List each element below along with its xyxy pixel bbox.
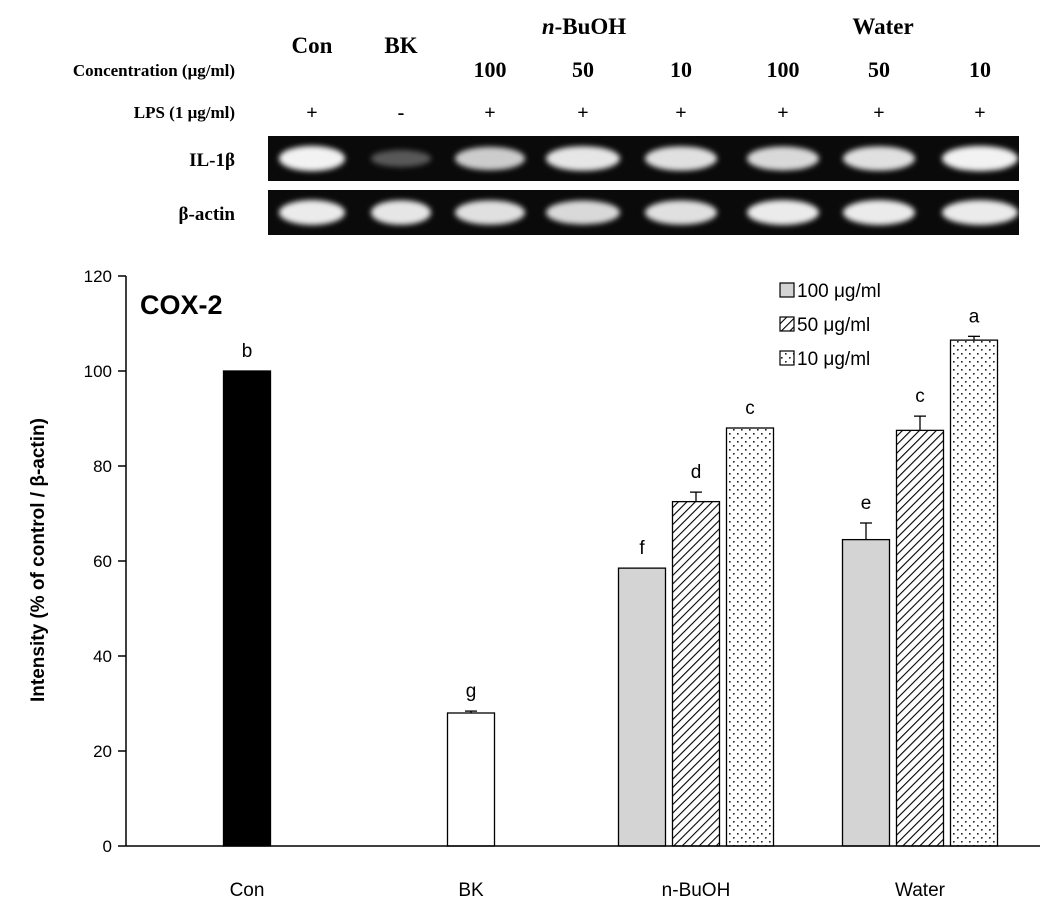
y-tick-label: 100 — [84, 362, 112, 381]
y-axis: 0 20 40 60 80 100 120 — [84, 267, 127, 856]
bar-group: f — [617, 538, 667, 847]
x-tick-label: n-BuOH — [662, 880, 731, 901]
x-tick-label: Con — [230, 880, 265, 901]
bar — [895, 429, 945, 847]
y-tick-label: 0 — [103, 837, 112, 856]
lane-concentration: 100 — [767, 57, 800, 82]
bar — [446, 712, 496, 847]
legend-swatch — [779, 282, 795, 298]
blot-band — [371, 150, 431, 167]
bar — [617, 567, 667, 847]
blot-band — [843, 146, 915, 171]
blot-band — [279, 145, 345, 172]
blot-row-label: IL-1β — [189, 150, 235, 171]
blot-row: β-actin — [179, 190, 1019, 235]
blot-band — [455, 146, 525, 171]
blot-panel: Con BK n-BuOH Water Concentration (μg/ml… — [73, 14, 1019, 235]
significance-letter: a — [969, 306, 980, 327]
legend-swatch — [779, 316, 795, 332]
lane-concentration: 100 — [474, 57, 507, 82]
lane-lps-sign: + — [873, 102, 884, 124]
significance-letter: e — [861, 493, 872, 514]
legend-item: 50 μg/ml — [779, 315, 870, 336]
lane-concentration: 50 — [868, 57, 890, 82]
blot-band — [645, 200, 717, 225]
legend-label: 10 μg/ml — [797, 349, 870, 370]
bars: b g f d c e c a — [222, 306, 999, 847]
blot-band — [747, 200, 819, 225]
concentration-row-label: Concentration (μg/ml) — [73, 61, 235, 80]
blot-band — [279, 200, 345, 225]
significance-letter: c — [745, 398, 755, 419]
blot-rows: IL-1β β-actin — [179, 136, 1019, 235]
significance-letter: f — [639, 538, 645, 559]
group-label-water: Water — [852, 14, 913, 39]
bar-group: e — [841, 493, 891, 847]
lane-concentration: 10 — [969, 57, 991, 82]
bar — [222, 370, 272, 847]
bar — [949, 339, 999, 847]
bar-chart: Intensity (% of control / β-actin) 0 20 40… — [28, 267, 1040, 901]
x-axis: Con BK n-BuOH Water — [126, 845, 1040, 901]
bar — [671, 500, 721, 847]
significance-letter: d — [691, 462, 702, 483]
legend-label: 50 μg/ml — [797, 315, 870, 336]
y-tick-label: 20 — [93, 742, 112, 761]
significance-letter: c — [915, 386, 925, 407]
group-label-con: Con — [292, 33, 333, 58]
x-tick-label: Water — [895, 880, 946, 901]
blot-band — [942, 200, 1018, 225]
legend-item: 100 μg/ml — [779, 281, 881, 302]
bar-group: g — [446, 681, 496, 847]
legend-label: 100 μg/ml — [797, 281, 881, 302]
bar-group: c — [725, 398, 775, 847]
significance-letter: g — [466, 681, 477, 702]
blot-band — [645, 146, 717, 171]
lane-concentration: 50 — [572, 57, 594, 82]
blot-band — [843, 200, 915, 225]
x-tick-label: BK — [458, 880, 484, 901]
bar-group: d — [671, 462, 721, 847]
lane-lps-sign: + — [306, 102, 317, 124]
legend: 100 μg/ml 50 μg/ml 10 μg/ml — [779, 281, 881, 370]
bar-group: a — [949, 306, 999, 847]
blot-band — [546, 146, 620, 171]
y-axis-label: Intensity (% of control / β-actin) — [28, 418, 49, 702]
lane-lps-sign: + — [777, 102, 788, 124]
blot-band — [747, 146, 819, 171]
y-tick-label: 40 — [93, 647, 112, 666]
lane-concentration: 10 — [670, 57, 692, 82]
group-label-nbuoh-italic: n — [542, 14, 555, 39]
y-tick-label: 120 — [84, 267, 112, 286]
lane-annotations: + - 100 +50 +10 +100 +50 +10 + — [306, 57, 991, 124]
lps-row-label: LPS (1 μg/ml) — [134, 103, 235, 122]
y-tick-label: 80 — [93, 457, 112, 476]
lane-lps-sign: + — [484, 102, 495, 124]
legend-item: 10 μg/ml — [779, 349, 870, 370]
lane-lps-sign: + — [577, 102, 588, 124]
blot-group-labels: Con BK n-BuOH Water — [292, 14, 914, 58]
blot-band — [546, 200, 620, 225]
blot-band — [455, 200, 525, 225]
blot-band — [942, 145, 1018, 172]
bar — [725, 427, 775, 847]
bar — [841, 538, 891, 847]
group-label-bk: BK — [384, 33, 417, 58]
lane-lps-sign: + — [675, 102, 686, 124]
chart-title: COX-2 — [140, 290, 223, 320]
blot-row-label: β-actin — [179, 204, 236, 225]
legend-swatch — [779, 350, 795, 366]
lane-lps-sign: - — [398, 102, 405, 124]
bar-group: b — [222, 341, 272, 847]
group-label-nbuoh-rest: -BuOH — [555, 14, 627, 39]
blot-band — [371, 200, 431, 225]
group-label-nbuoh: n-BuOH — [542, 14, 626, 39]
y-tick-label: 60 — [93, 552, 112, 571]
significance-letter: b — [242, 341, 253, 362]
lane-lps-sign: + — [974, 102, 985, 124]
blot-row: IL-1β — [189, 136, 1019, 181]
bar-group: c — [895, 386, 945, 847]
